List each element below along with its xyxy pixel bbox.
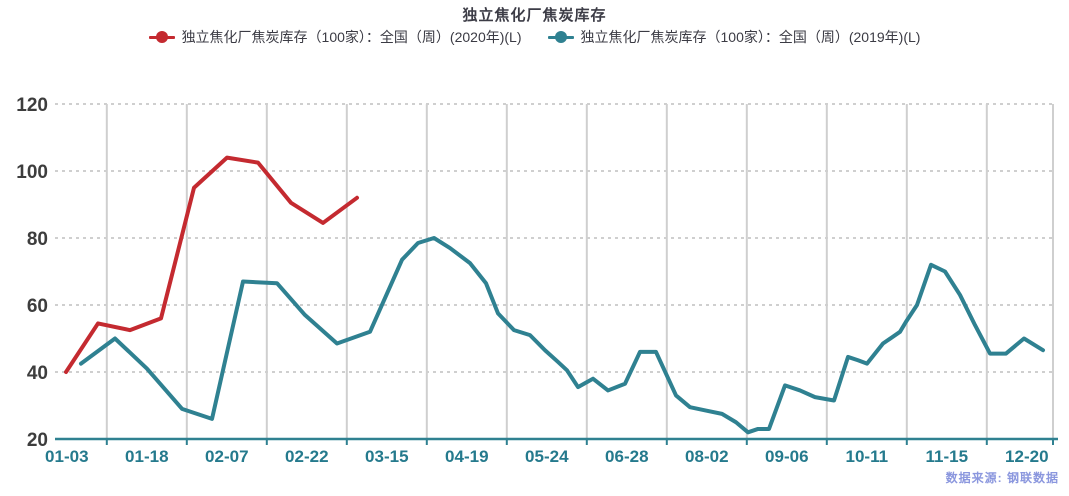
x-tick-label-05-24: 05-24 <box>525 447 569 466</box>
x-tick-label-09-06: 09-06 <box>765 447 808 466</box>
series-line-2019 <box>79 236 1045 435</box>
x-tick-label-08-02: 08-02 <box>685 447 728 466</box>
legend-marker-dot <box>554 31 567 43</box>
y-tick-label-40: 40 <box>27 363 48 384</box>
x-tick-label-02-07: 02-07 <box>205 447 248 466</box>
y-tick-label-100: 100 <box>16 162 48 183</box>
x-tick-label-01-18: 01-18 <box>125 447 168 466</box>
legend-item-2019[interactable]: 独立焦化厂焦炭库存（100家）：全国（周）(2019年)(L) <box>547 27 921 47</box>
y-tick-label-80: 80 <box>27 229 48 250</box>
y-tick-label-20: 20 <box>27 430 48 451</box>
y-tick-label-60: 60 <box>27 296 48 317</box>
legend-label-2020: 独立焦化厂焦炭库存（100家）：全国（周）(2020年)(L) <box>181 29 522 45</box>
x-tick-label-01-03: 01-03 <box>45 447 88 466</box>
x-tick-label-11-15: 11-15 <box>926 447 969 466</box>
x-tick-label-03-15: 03-15 <box>365 447 408 466</box>
y-tick-label-120: 120 <box>16 95 48 116</box>
x-tick-label-10-11: 10-11 <box>846 447 889 466</box>
line-dot-marker-icon-2019 <box>547 31 574 43</box>
x-tick-label-02-22: 02-22 <box>285 447 328 466</box>
legend: 独立焦化厂焦炭库存（100家）：全国（周）(2020年)(L) 独立焦化厂焦炭库… <box>0 27 1069 47</box>
series-line-2020 <box>64 155 359 374</box>
chart-title: 独立焦化厂焦炭库存 <box>462 7 607 24</box>
x-tick-label-06-28: 06-28 <box>605 447 648 466</box>
legend-item-2020[interactable]: 独立焦化厂焦炭库存（100家）：全国（周）(2020年)(L) <box>148 27 522 47</box>
legend-marker-dot <box>155 31 168 43</box>
x-tick-label-04-19: 04-19 <box>445 447 488 466</box>
legend-label-2019: 独立焦化厂焦炭库存（100家）：全国（周）(2019年)(L) <box>580 29 921 45</box>
x-tick-label-12-20: 12-20 <box>1005 447 1048 466</box>
data-source-note: 数据来源: 钢联数据 <box>945 471 1059 485</box>
line-dot-marker-icon-2020 <box>148 31 175 43</box>
